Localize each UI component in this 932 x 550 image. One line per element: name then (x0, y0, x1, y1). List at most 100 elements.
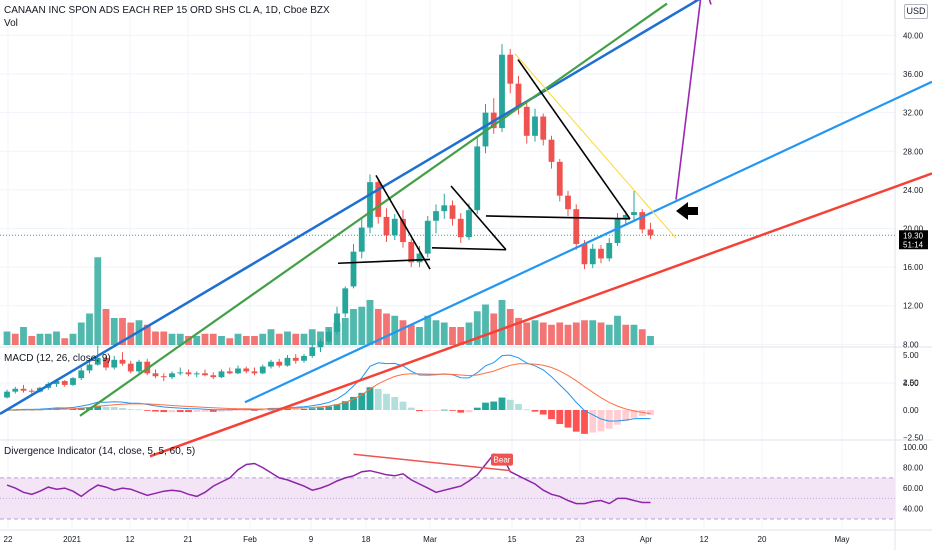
projection-arrow (675, 0, 702, 200)
macd-histogram-bar (391, 396, 399, 410)
candle-body (358, 227, 365, 252)
candle-body (540, 116, 547, 140)
macd-histogram-bar (482, 402, 489, 410)
drawings[interactable] (0, 0, 932, 458)
candle-body (400, 218, 406, 243)
macd-histogram-bar (127, 409, 135, 411)
candle-body (259, 366, 266, 374)
volume-bar (482, 304, 489, 345)
divergence-tick-label: 40.00 (903, 505, 924, 514)
time-tick-label: Apr (640, 535, 653, 544)
candle-body (334, 313, 340, 332)
price-tick-label: 16.00 (903, 263, 924, 272)
bear-label-box (491, 453, 513, 466)
green-trendline (79, 2, 668, 417)
candle-body (647, 229, 654, 236)
macd-histogram-bar (366, 387, 374, 410)
macd-histogram-bar (539, 410, 547, 415)
candle-body (292, 357, 299, 361)
signal-line (6, 363, 651, 415)
volume-bar (391, 315, 399, 345)
candle-body (573, 209, 580, 244)
candle-body (70, 378, 76, 385)
macd-histogram-bar (605, 410, 613, 429)
macd-histogram-bar (69, 408, 77, 410)
candle-body (466, 210, 472, 238)
volume-bar (267, 329, 275, 345)
macd-histogram-bar (383, 393, 390, 410)
volume-bar (3, 331, 11, 345)
chart-title: CANAAN INC SPON ADS EACH REP 15 ORD SHS … (4, 5, 330, 16)
candle-body (177, 372, 184, 374)
volume-bar (193, 336, 201, 345)
candle-body (226, 371, 233, 374)
mid-trendline (244, 80, 932, 404)
macd-histogram-bar (160, 410, 168, 413)
candle-body (301, 355, 307, 361)
volume-bar (465, 322, 473, 345)
bear-label-text: Bear (494, 456, 511, 465)
macd-histogram-bar (94, 405, 102, 410)
price-tick-label: 32.00 (903, 109, 924, 118)
candle-body (160, 376, 167, 378)
flag-line (450, 185, 507, 251)
macd-histogram-bar (333, 404, 341, 410)
volume-bar (366, 300, 374, 345)
volume-bar (20, 327, 27, 345)
candle-body (111, 359, 118, 368)
time-tick-label: 9 (309, 535, 314, 544)
macd-histogram-bar (201, 410, 209, 412)
candles (4, 44, 654, 399)
volume-bar (102, 309, 110, 345)
candle-body (284, 357, 291, 366)
macd-histogram-bar (341, 401, 349, 410)
candle-body (152, 373, 159, 377)
time-tick-label: 22 (4, 535, 13, 544)
volume-bar (614, 315, 621, 345)
volume-bar (251, 336, 258, 345)
volume-bar (28, 336, 36, 345)
candle-body (581, 243, 588, 265)
macd-histogram-bar (176, 410, 184, 413)
volume-bar (259, 333, 267, 345)
macd-histogram-bar (152, 410, 159, 412)
candle-body (548, 139, 555, 162)
macd-histogram-bar (259, 410, 267, 411)
volume-bar (548, 324, 555, 345)
macd-histogram-bar (325, 406, 333, 410)
candle-body (391, 218, 398, 236)
candle-body (433, 211, 439, 221)
volume-bar (292, 333, 300, 345)
candle-body (193, 373, 200, 375)
price-tick-label: 4.00 (903, 379, 919, 388)
volume-bar (317, 331, 324, 345)
divergence-tick-label: 60.00 (903, 484, 924, 493)
macd-tick-label: 5.00 (903, 351, 919, 360)
flag-base (431, 247, 507, 251)
macd-histogram-bar (242, 410, 250, 411)
macd-histogram-bar (350, 396, 357, 410)
candle-body (86, 364, 93, 371)
volume-bar (539, 322, 547, 345)
time-tick-label: 12 (126, 535, 135, 544)
macd-histogram-bar (168, 410, 176, 413)
candle-body (53, 381, 60, 384)
currency-button[interactable]: USD (904, 4, 928, 19)
candle-body (441, 205, 448, 212)
macd-label: MACD (12, 26, close, 9) (4, 353, 111, 364)
candle-body (119, 359, 126, 364)
volume-bar (440, 322, 448, 345)
macd-histogram-bar (77, 408, 85, 410)
resistance-yellow-line (514, 53, 677, 239)
volume-bar (242, 336, 250, 345)
volume-bar (432, 320, 440, 345)
volume-bar (399, 320, 407, 345)
volume-bar (176, 333, 184, 345)
triangle-line (517, 59, 631, 220)
candle-body (622, 214, 629, 218)
candle-body (20, 388, 27, 391)
candle-body (202, 373, 208, 376)
macd-histogram-bar (630, 410, 638, 418)
